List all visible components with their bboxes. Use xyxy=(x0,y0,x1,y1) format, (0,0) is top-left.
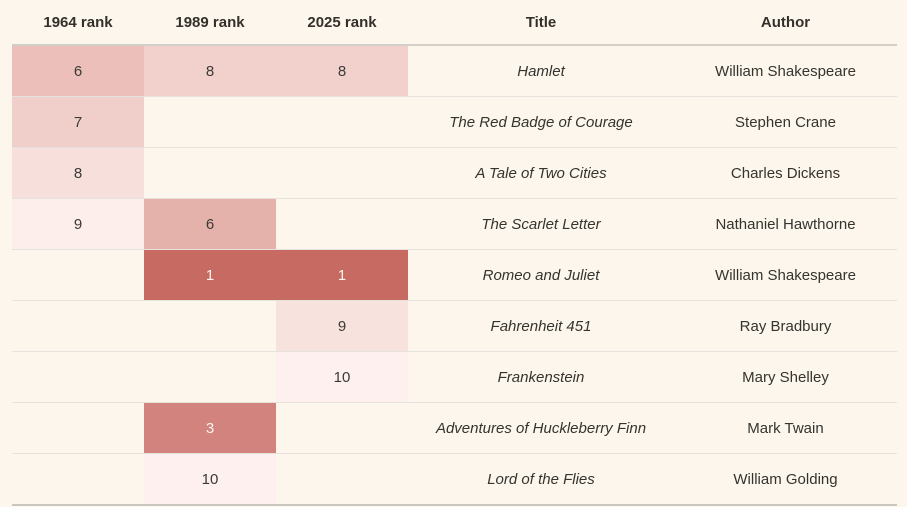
author-cell: William Golding xyxy=(674,453,897,506)
rank-cell-1989 xyxy=(144,96,276,148)
author-cell: Nathaniel Hawthorne xyxy=(674,198,897,250)
title-cell: Adventures of Huckleberry Finn xyxy=(408,402,674,454)
rank-cell-1989: 8 xyxy=(144,45,276,97)
title-cell: Hamlet xyxy=(408,45,674,97)
rank-cell-1989 xyxy=(144,351,276,403)
rank-cell-1989: 6 xyxy=(144,198,276,250)
rank-comparison-table: 1964 rank 1989 rank 2025 rank Title Auth… xyxy=(12,0,897,506)
title-cell: Frankenstein xyxy=(408,351,674,403)
rank-cell-1989: 3 xyxy=(144,402,276,454)
rank-cell-1964 xyxy=(12,249,144,301)
header-row: 1964 rank 1989 rank 2025 rank Title Auth… xyxy=(12,0,897,46)
rank-cell-2025 xyxy=(276,198,408,250)
title-cell: Lord of the Flies xyxy=(408,453,674,506)
rank-cell-2025 xyxy=(276,402,408,454)
column-header-1964-rank: 1964 rank xyxy=(12,0,144,46)
column-header-title: Title xyxy=(408,0,674,46)
rank-cell-1989 xyxy=(144,300,276,352)
table-row: 9 6 The Scarlet Letter Nathaniel Hawthor… xyxy=(12,198,897,250)
rank-cell-1964 xyxy=(12,351,144,403)
title-cell: The Red Badge of Courage xyxy=(408,96,674,148)
title-cell: Romeo and Juliet xyxy=(408,249,674,301)
title-cell: The Scarlet Letter xyxy=(408,198,674,250)
author-cell: Charles Dickens xyxy=(674,147,897,199)
author-cell: William Shakespeare xyxy=(674,45,897,97)
column-header-1989-rank: 1989 rank xyxy=(144,0,276,46)
title-cell: A Tale of Two Cities xyxy=(408,147,674,199)
rank-cell-2025: 9 xyxy=(276,300,408,352)
rank-cell-2025 xyxy=(276,453,408,506)
table-row: 6 8 8 Hamlet William Shakespeare xyxy=(12,45,897,97)
author-cell: Stephen Crane xyxy=(674,96,897,148)
table-row: 9 Fahrenheit 451 Ray Bradbury xyxy=(12,300,897,352)
table-row: 1 1 Romeo and Juliet William Shakespeare xyxy=(12,249,897,301)
table-row: 3 Adventures of Huckleberry Finn Mark Tw… xyxy=(12,402,897,454)
rank-cell-1964: 6 xyxy=(12,45,144,97)
rank-cell-2025: 8 xyxy=(276,45,408,97)
author-cell: Mary Shelley xyxy=(674,351,897,403)
author-cell: Ray Bradbury xyxy=(674,300,897,352)
column-header-2025-rank: 2025 rank xyxy=(276,0,408,46)
table-row: 10 Lord of the Flies William Golding xyxy=(12,453,897,506)
rank-cell-1964 xyxy=(12,402,144,454)
rank-cell-1989 xyxy=(144,147,276,199)
rank-cell-1964 xyxy=(12,453,144,506)
author-cell: Mark Twain xyxy=(674,402,897,454)
rank-cell-1964 xyxy=(12,300,144,352)
rank-cell-1964: 7 xyxy=(12,96,144,148)
column-header-author: Author xyxy=(674,0,897,46)
rank-cell-1989: 1 xyxy=(144,249,276,301)
author-cell: William Shakespeare xyxy=(674,249,897,301)
rank-cell-1989: 10 xyxy=(144,453,276,506)
rank-cell-2025 xyxy=(276,147,408,199)
table-row: 8 A Tale of Two Cities Charles Dickens xyxy=(12,147,897,199)
rank-cell-2025: 1 xyxy=(276,249,408,301)
rank-cell-2025: 10 xyxy=(276,351,408,403)
table-row: 10 Frankenstein Mary Shelley xyxy=(12,351,897,403)
rank-cell-2025 xyxy=(276,96,408,148)
rank-cell-1964: 8 xyxy=(12,147,144,199)
rank-cell-1964: 9 xyxy=(12,198,144,250)
table-row: 7 The Red Badge of Courage Stephen Crane xyxy=(12,96,897,148)
title-cell: Fahrenheit 451 xyxy=(408,300,674,352)
